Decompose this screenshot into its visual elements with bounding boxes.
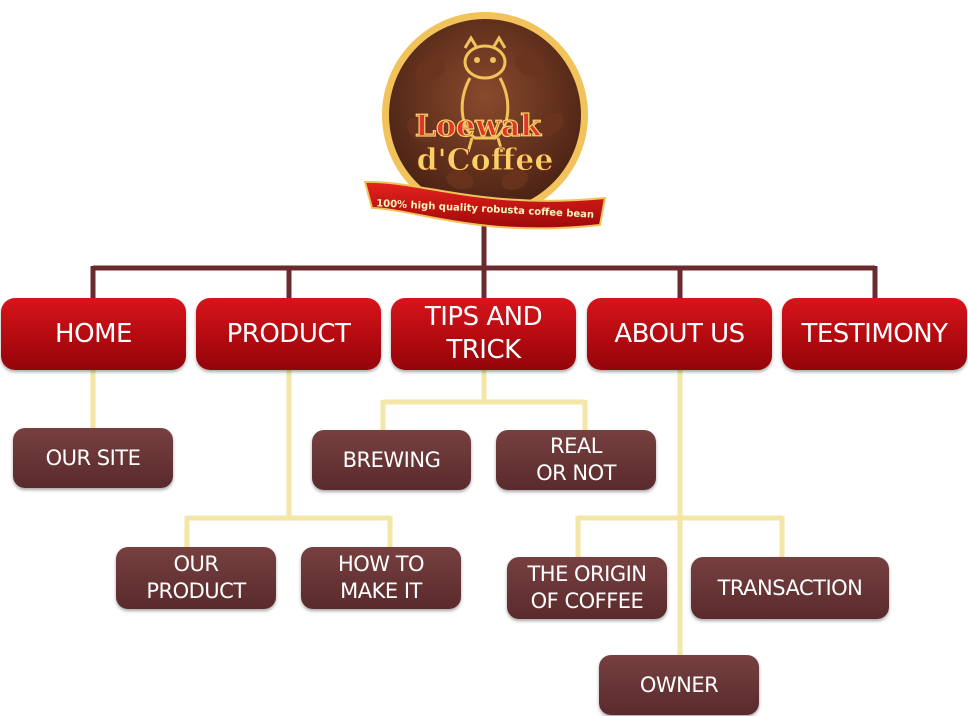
- menu-home[interactable]: HOME: [1, 298, 186, 370]
- menu-product-label: PRODUCT: [226, 318, 351, 349]
- submenu-brewing[interactable]: BREWING: [312, 430, 471, 490]
- submenu-real-or-not-label: REAL OR NOT: [536, 434, 616, 485]
- svg-text:Loewak: Loewak: [415, 109, 542, 144]
- submenu-transaction[interactable]: TRANSACTION: [691, 557, 889, 619]
- submenu-our-site[interactable]: OUR SITE: [13, 428, 173, 488]
- svg-text:d'Coffee: d'Coffee: [417, 143, 554, 178]
- menu-testimony-label: TESTIMONY: [801, 318, 948, 349]
- submenu-our-product[interactable]: OUR PRODUCT: [116, 547, 276, 609]
- submenu-origin-label: THE ORIGIN OF COFFEE: [527, 562, 647, 613]
- submenu-how-to-make-label: HOW TO MAKE IT: [337, 552, 425, 603]
- submenu-real-or-not[interactable]: REAL OR NOT: [496, 430, 656, 490]
- submenu-our-product-label: OUR PRODUCT: [146, 552, 246, 603]
- menu-tips-label: TIPS AND TRICK: [424, 302, 543, 365]
- submenu-owner[interactable]: OWNER: [599, 655, 759, 715]
- menu-testimony[interactable]: TESTIMONY: [782, 298, 967, 370]
- menu-about-us[interactable]: ABOUT US: [587, 298, 772, 370]
- menu-tips-and-trick[interactable]: TIPS AND TRICK: [391, 298, 576, 370]
- submenu-owner-label: OWNER: [639, 672, 719, 697]
- submenu-origin-of-coffee[interactable]: THE ORIGIN OF COFFEE: [507, 557, 667, 619]
- submenu-transaction-label: TRANSACTION: [717, 575, 863, 600]
- submenu-our-site-label: OUR SITE: [45, 445, 141, 470]
- submenu-how-to-make-it[interactable]: HOW TO MAKE IT: [301, 547, 461, 609]
- menu-home-label: HOME: [55, 318, 132, 349]
- menu-product[interactable]: PRODUCT: [196, 298, 381, 370]
- loewak-logo: Loewak d'Coffee 100% high quality robust…: [363, 12, 607, 230]
- submenu-brewing-label: BREWING: [342, 447, 441, 472]
- menu-about-label: ABOUT US: [614, 318, 745, 349]
